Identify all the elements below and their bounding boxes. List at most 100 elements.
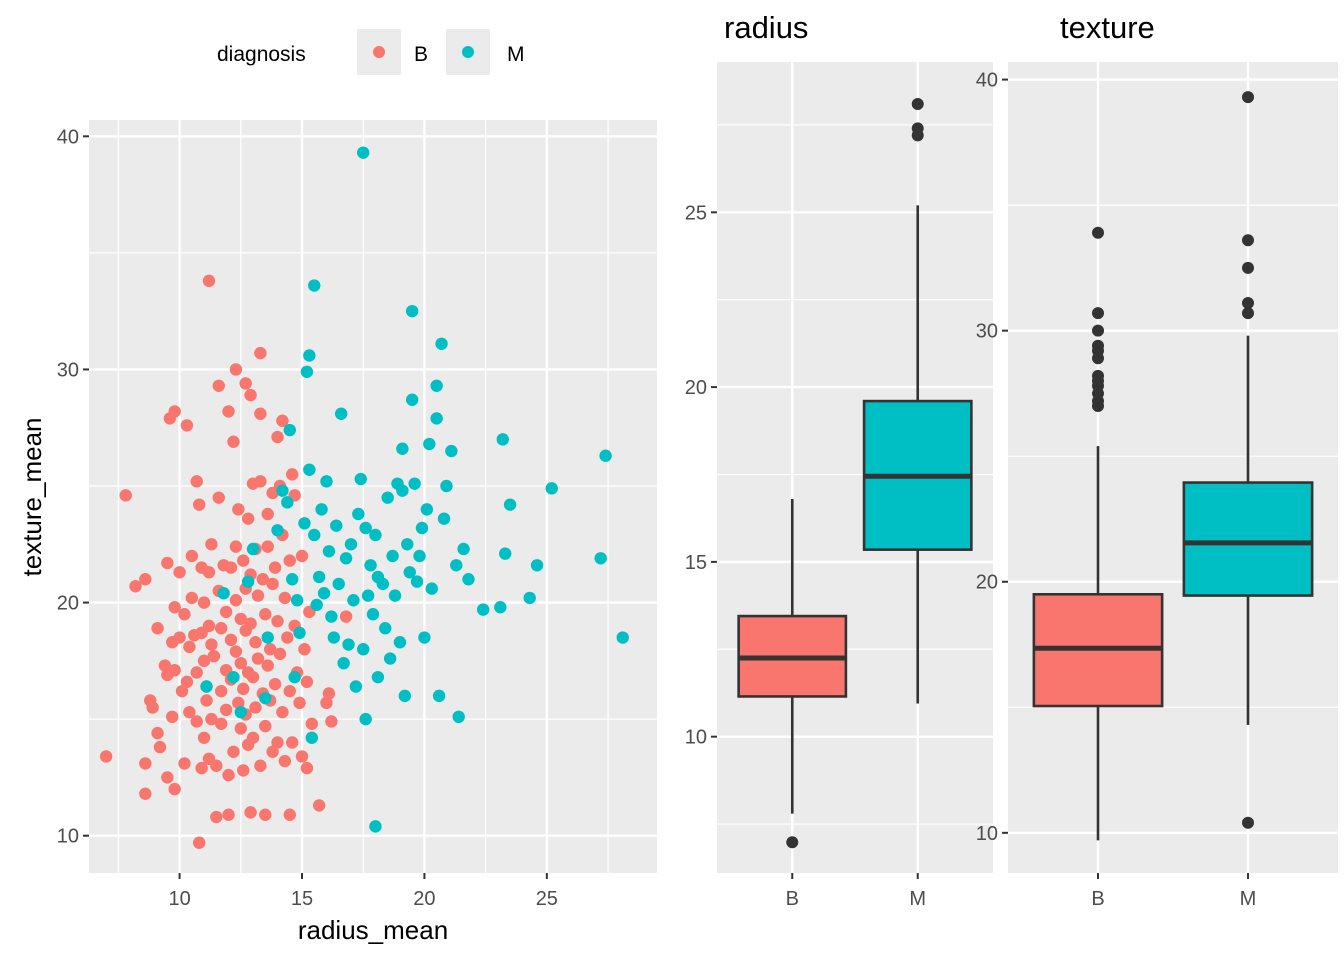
point-b	[266, 745, 279, 758]
point-b	[271, 615, 284, 628]
point-m	[369, 820, 382, 833]
outlier-point-b	[1092, 339, 1104, 352]
outlier-point-b	[1092, 369, 1104, 382]
point-m	[288, 670, 301, 684]
point-b	[234, 612, 247, 626]
point-m	[476, 603, 490, 616]
point-b	[219, 703, 233, 717]
outlier-point-b	[1092, 307, 1104, 320]
point-m	[281, 496, 294, 509]
point-m	[334, 407, 348, 420]
point-b	[202, 619, 216, 633]
point-b	[227, 745, 240, 758]
point-m	[410, 575, 424, 588]
point-b	[244, 806, 257, 819]
point-b	[266, 577, 279, 591]
y-tick-label: 20	[57, 593, 79, 615]
point-b	[239, 377, 252, 390]
point-m	[415, 521, 429, 535]
point-m	[435, 337, 448, 351]
point-b	[254, 759, 267, 772]
point-b	[190, 666, 203, 679]
point-b	[256, 573, 270, 586]
point-b	[168, 782, 181, 796]
point-m	[293, 626, 306, 640]
legend-label-b: B	[414, 43, 428, 66]
point-b	[268, 561, 282, 574]
point-b	[339, 610, 353, 623]
point-b	[273, 647, 287, 661]
texture-boxes	[1032, 91, 1314, 841]
point-b	[283, 554, 296, 567]
outlier-point-b	[786, 836, 799, 849]
point-m	[420, 503, 434, 516]
point-b	[197, 654, 211, 668]
x-tick-label: 20	[413, 888, 435, 910]
point-b	[305, 717, 318, 730]
point-b	[234, 656, 247, 670]
point-m	[437, 512, 451, 525]
y-tick-label: 30	[976, 321, 998, 343]
point-b	[207, 649, 221, 663]
point-m	[325, 610, 338, 623]
point-b	[161, 771, 174, 784]
y-tick-label: 40	[976, 70, 998, 92]
point-b	[178, 757, 191, 770]
point-b	[254, 407, 267, 420]
point-m	[499, 547, 512, 560]
legend-title: diagnosis	[217, 43, 306, 66]
x-tick-label: 25	[536, 888, 558, 910]
point-b	[166, 710, 179, 724]
point-b	[246, 670, 260, 684]
point-m	[423, 437, 436, 451]
point-m	[452, 710, 465, 724]
point-b	[268, 677, 282, 691]
point-m	[425, 582, 438, 595]
point-b	[229, 540, 243, 553]
point-b	[192, 836, 206, 849]
point-m	[496, 433, 509, 446]
point-m	[310, 598, 323, 612]
point-m	[357, 146, 370, 159]
point-b	[185, 549, 199, 563]
point-m	[315, 503, 328, 516]
point-b	[251, 652, 265, 665]
point-b	[286, 736, 299, 749]
outlier-point-b	[1092, 226, 1104, 239]
outlier-point-m	[1242, 297, 1254, 310]
outlier-point-m	[911, 97, 924, 110]
point-m	[322, 545, 336, 558]
point-b	[286, 468, 299, 481]
point-b	[139, 757, 152, 770]
point-b	[234, 722, 247, 735]
radius-axes: B M 10 15 20 25	[685, 202, 926, 910]
point-m	[369, 528, 382, 542]
point-b	[320, 696, 333, 710]
point-b	[227, 435, 240, 448]
texture-panel-title: texture	[1060, 10, 1155, 45]
point-b	[183, 705, 196, 719]
point-m	[271, 524, 284, 537]
point-m	[386, 549, 399, 563]
point-m	[413, 549, 426, 563]
point-b	[197, 731, 211, 744]
point-b	[241, 512, 255, 525]
x-tick-label: 15	[291, 888, 313, 910]
point-b	[129, 580, 142, 593]
point-m	[403, 566, 416, 579]
point-b	[99, 750, 113, 763]
point-m	[361, 589, 375, 602]
legend-label-m: M	[507, 43, 525, 66]
point-b	[151, 726, 164, 740]
outlier-point-m	[911, 122, 924, 135]
point-b	[215, 684, 228, 698]
texture-panel-background	[1008, 62, 1338, 873]
point-b	[212, 379, 225, 392]
point-b	[161, 556, 174, 570]
point-b	[190, 715, 203, 728]
point-m	[388, 589, 402, 602]
scatter-plot: 10 15 20 25 10 20 30 40 radius_mean texture_mea…	[17, 120, 657, 945]
point-m	[312, 570, 326, 584]
point-m	[261, 631, 274, 644]
point-b	[298, 642, 311, 656]
